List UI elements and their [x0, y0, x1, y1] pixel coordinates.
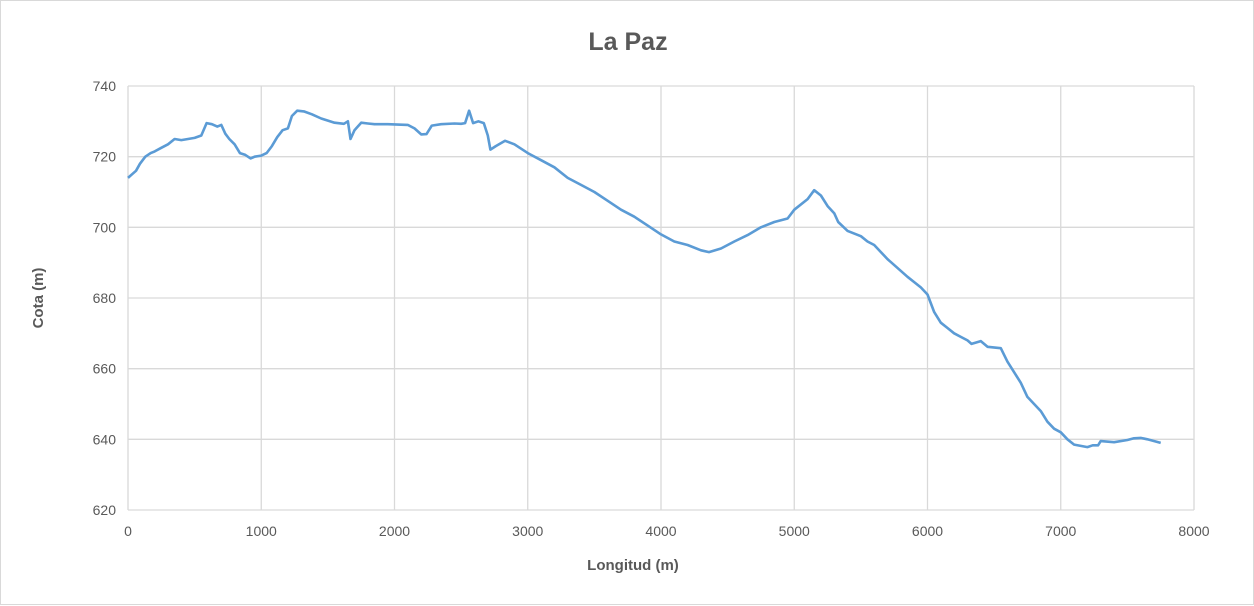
x-tick-label: 8000 [1178, 523, 1209, 539]
y-tick-label: 700 [93, 219, 117, 235]
x-tick-labels: 0 1000 2000 3000 4000 5000 6000 7000 8000 [124, 523, 1210, 539]
x-tick-label: 3000 [512, 523, 543, 539]
y-tick-label: 660 [93, 361, 117, 377]
x-tick-label: 4000 [645, 523, 676, 539]
x-tick-label: 7000 [1045, 523, 1076, 539]
y-tick-label: 720 [93, 149, 117, 165]
x-tick-label: 2000 [379, 523, 410, 539]
y-tick-label: 640 [93, 431, 117, 447]
series-line [127, 109, 1162, 449]
chart-title: La Paz [588, 28, 667, 56]
x-tick-label: 5000 [779, 523, 810, 539]
y-tick-labels: 620 640 660 680 700 720 740 [93, 78, 117, 518]
y-axis-label: Cota (m) [30, 268, 47, 329]
x-tick-label: 1000 [246, 523, 277, 539]
y-tick-label: 740 [93, 78, 117, 94]
y-tick-label: 620 [93, 502, 117, 518]
x-axis-label: Longitud (m) [587, 557, 679, 574]
gridlines [127, 85, 1195, 511]
x-tick-label: 6000 [912, 523, 943, 539]
y-tick-label: 680 [93, 290, 117, 306]
x-tick-label: 0 [124, 523, 132, 539]
